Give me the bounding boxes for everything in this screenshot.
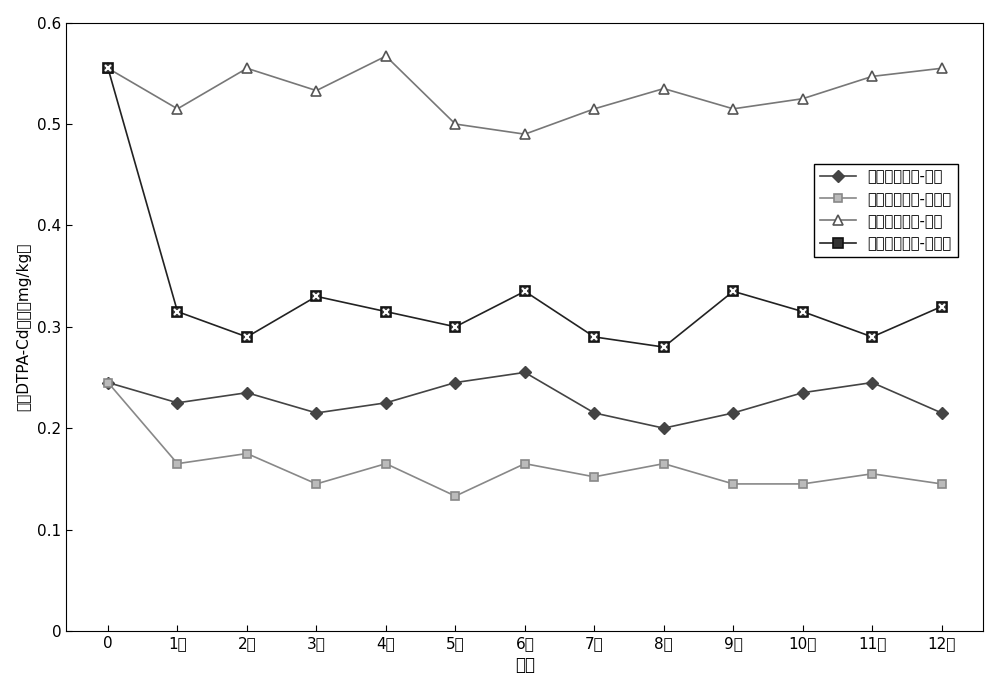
自然污染土壤-钗化剂 <box>588 473 600 481</box>
Line: 自然污染土壤-钗化剂: 自然污染土壤-钗化剂 <box>104 379 946 500</box>
自然污染土壤-钗化剂 <box>102 379 114 387</box>
外源污染土壤-对照 <box>310 86 322 95</box>
外源污染土壤-对照 <box>171 105 183 113</box>
自然污染土壤-钗化剂 <box>727 480 739 488</box>
外源污染土壤-对照 <box>102 64 114 73</box>
外源污染土壤-钗化剂 <box>102 64 114 73</box>
外源污染土壤-对照 <box>380 52 392 60</box>
Legend: 自然污染土壤-对照, 自然污染土壤-钗化剂, 外源污染土壤-对照, 外源污染土壤-钗化剂: 自然污染土壤-对照, 自然污染土壤-钗化剂, 外源污染土壤-对照, 外源污染土壤… <box>814 164 958 257</box>
X-axis label: 时间: 时间 <box>515 656 535 674</box>
外源污染土壤-钗化剂 <box>241 333 253 341</box>
自然污染土壤-对照 <box>171 399 183 407</box>
自然污染土壤-对照 <box>658 424 670 433</box>
外源污染土壤-对照 <box>727 105 739 113</box>
自然污染土壤-钗化剂 <box>241 449 253 457</box>
自然污染土壤-对照 <box>588 409 600 417</box>
自然污染土壤-对照 <box>936 409 948 417</box>
外源污染土壤-对照 <box>449 120 461 129</box>
自然污染土壤-钗化剂 <box>310 480 322 488</box>
自然污染土壤-对照 <box>449 379 461 387</box>
Line: 外源污染土壤-对照: 外源污染土壤-对照 <box>103 51 947 139</box>
外源污染土壤-对照 <box>519 130 531 138</box>
自然污染土壤-对照 <box>797 388 809 397</box>
Y-axis label: 土壤DTPA-Cd含量（mg/kg）: 土壤DTPA-Cd含量（mg/kg） <box>17 243 32 411</box>
外源污染土壤-钗化剂 <box>658 343 670 351</box>
Line: 自然污染土壤-对照: 自然污染土壤-对照 <box>104 368 946 433</box>
自然污染土壤-钗化剂 <box>380 460 392 468</box>
自然污染土壤-钗化剂 <box>936 480 948 488</box>
外源污染土壤-钗化剂 <box>936 303 948 311</box>
外源污染土壤-钗化剂 <box>171 307 183 316</box>
外源污染土壤-钗化剂 <box>797 307 809 316</box>
自然污染土壤-对照 <box>727 409 739 417</box>
外源污染土壤-对照 <box>936 64 948 73</box>
自然污染土壤-对照 <box>102 379 114 387</box>
外源污染土壤-钗化剂 <box>866 333 878 341</box>
自然污染土壤-钗化剂 <box>171 460 183 468</box>
外源污染土壤-对照 <box>797 95 809 103</box>
自然污染土壤-对照 <box>380 399 392 407</box>
外源污染土壤-对照 <box>658 84 670 93</box>
外源污染土壤-钗化剂 <box>310 292 322 301</box>
自然污染土壤-对照 <box>866 379 878 387</box>
自然污染土壤-钗化剂 <box>658 460 670 468</box>
外源污染土壤-钗化剂 <box>727 287 739 296</box>
外源污染土壤-钗化剂 <box>449 323 461 331</box>
外源污染土壤-对照 <box>588 105 600 113</box>
自然污染土壤-钗化剂 <box>866 470 878 478</box>
自然污染土壤-钗化剂 <box>519 460 531 468</box>
外源污染土壤-对照 <box>866 73 878 81</box>
自然污染土壤-对照 <box>310 409 322 417</box>
自然污染土壤-钗化剂 <box>449 492 461 500</box>
外源污染土壤-对照 <box>241 64 253 73</box>
外源污染土壤-钗化剂 <box>519 287 531 296</box>
自然污染土壤-对照 <box>519 368 531 377</box>
自然污染土壤-对照 <box>241 388 253 397</box>
自然污染土壤-钗化剂 <box>797 480 809 488</box>
外源污染土壤-钗化剂 <box>588 333 600 341</box>
Line: 外源污染土壤-钗化剂: 外源污染土壤-钗化剂 <box>103 64 947 352</box>
外源污染土壤-钗化剂 <box>380 307 392 316</box>
